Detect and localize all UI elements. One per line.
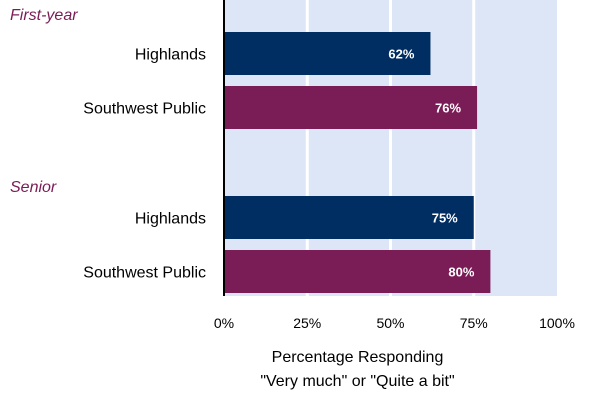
x-tick-label: 100%: [539, 315, 575, 331]
category-label: Southwest Public: [83, 101, 206, 118]
x-tick-labels: 0% 25% 50% 75% 100%: [214, 315, 575, 331]
x-tick-label: 50%: [376, 315, 404, 331]
bar-value-label: 76%: [435, 101, 461, 116]
x-tick-label: 75%: [460, 315, 488, 331]
bars: 62% 76% 75% 80%: [224, 32, 491, 293]
category-label: Southwest Public: [83, 265, 206, 282]
bar: [224, 86, 478, 129]
bar-value-label: 80%: [448, 265, 474, 280]
x-axis-title-line2: "Very much" or "Quite a bit": [260, 373, 454, 390]
category-label: Highlands: [135, 211, 206, 228]
bar: [224, 196, 474, 239]
x-axis-title-line1: Percentage Responding: [272, 349, 444, 366]
group-label: First-year: [10, 7, 78, 24]
bar: [224, 32, 431, 75]
group-label: Senior: [10, 179, 57, 196]
bar: [224, 250, 491, 293]
category-label: Highlands: [135, 47, 206, 64]
bar-value-label: 62%: [388, 47, 414, 62]
x-tick-label: 25%: [293, 315, 321, 331]
category-labels: First-year Highlands Southwest Public Senio…: [10, 7, 206, 282]
x-tick-label: 0%: [214, 315, 234, 331]
bar-value-label: 75%: [432, 211, 458, 226]
